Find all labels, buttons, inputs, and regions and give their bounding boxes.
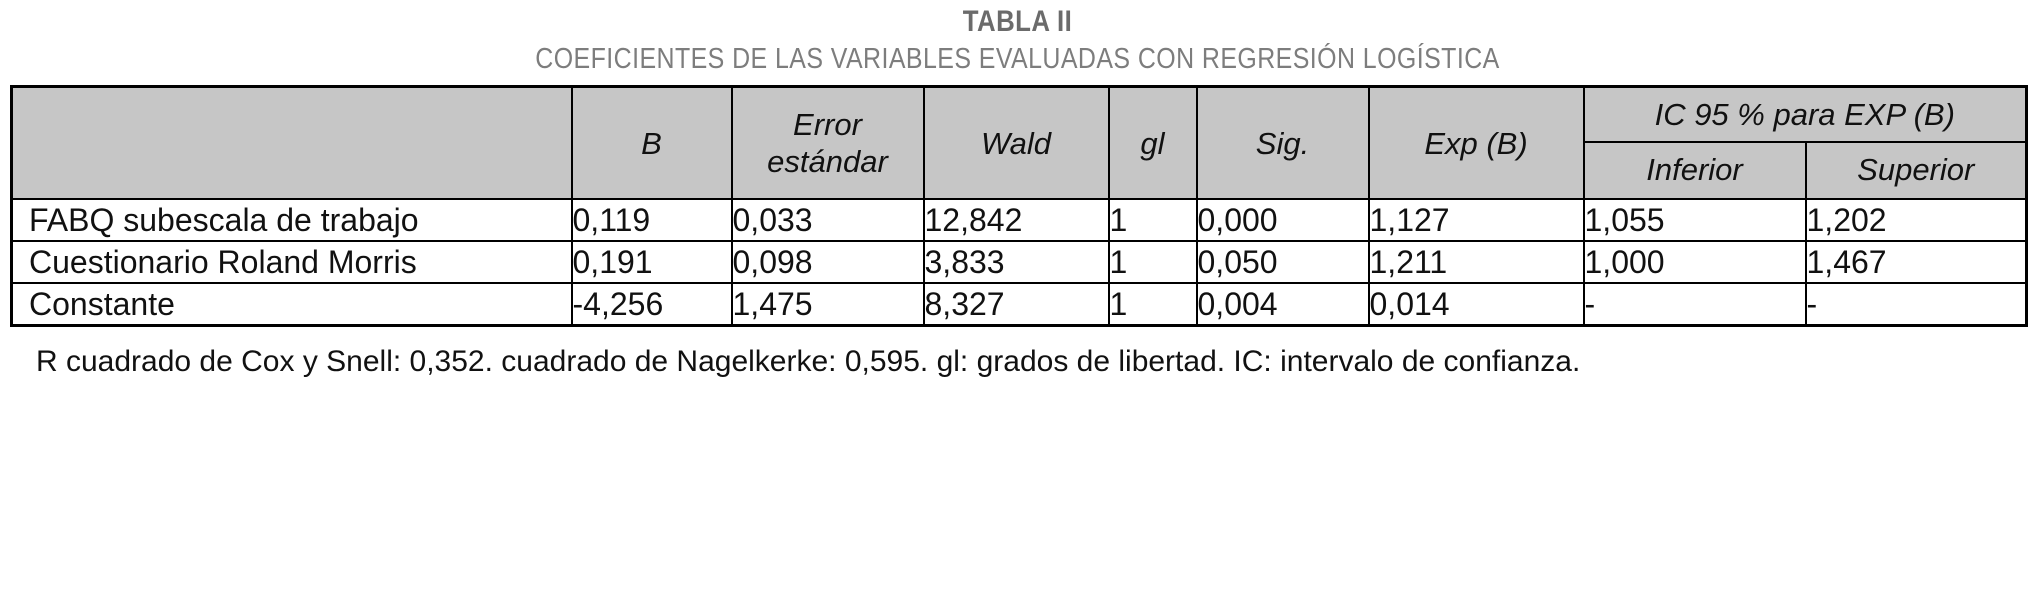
cell-gl: 1 [1107, 282, 1198, 327]
header-row-secondary: Inferior Superior [12, 141, 2028, 200]
page-subtitle: COEFICIENTES DE LAS VARIABLES EVALUADAS … [535, 43, 1500, 75]
header-inferior: Inferior [1582, 141, 1807, 200]
header-sig: Sig. [1195, 85, 1370, 200]
header-ic-group: IC 95 % para EXP (B) [1582, 85, 2028, 143]
cell-error-estandar: 0,098 [730, 240, 925, 284]
table-footnote: R cuadrado de Cox y Snell: 0,352. cuadra… [36, 345, 1581, 378]
header-wald: Wald [922, 85, 1110, 200]
header-row-primary: B Error estándar Wald gl Sig. Exp (B) IC… [10, 85, 2028, 200]
header-error-estandar: Error estándar [730, 85, 925, 200]
cell-variable-label: FABQ subescala de trabajo [10, 198, 573, 242]
header-exp-b: Exp (B) [1367, 85, 1585, 200]
table-row: Cuestionario Roland Morris 0,191 0,098 3… [10, 240, 2028, 284]
cell-exp-b: 0,014 [1367, 282, 1585, 327]
table-header: B Error estándar Wald gl Sig. Exp (B) IC… [10, 85, 2028, 200]
cell-b: 0,191 [570, 240, 733, 284]
header-b: B [570, 85, 733, 200]
table-container: B Error estándar Wald gl Sig. Exp (B) IC… [0, 85, 2035, 327]
cell-sig: 0,004 [1195, 282, 1370, 327]
header-gl: gl [1107, 85, 1198, 200]
cell-variable-label: Cuestionario Roland Morris [10, 240, 573, 284]
cell-sig: 0,000 [1195, 198, 1370, 242]
cell-ic-superior: - [1804, 282, 2028, 327]
table-row: FABQ subescala de trabajo 0,119 0,033 12… [10, 198, 2028, 242]
cell-sig: 0,050 [1195, 240, 1370, 284]
cell-error-estandar: 0,033 [730, 198, 925, 242]
cell-ic-superior: 1,202 [1804, 198, 2028, 242]
cell-wald: 8,327 [922, 282, 1110, 327]
page-title: TABLA II [962, 5, 1073, 38]
header-superior: Superior [1804, 141, 2028, 200]
cell-ic-inferior: - [1582, 282, 1807, 327]
header-corner-blank [10, 85, 573, 200]
cell-gl: 1 [1107, 198, 1198, 242]
cell-wald: 3,833 [922, 240, 1110, 284]
cell-ic-inferior: 1,000 [1582, 240, 1807, 284]
cell-b: -4,256 [570, 282, 733, 327]
cell-ic-inferior: 1,055 [1582, 198, 1807, 242]
table-row: Constante -4,256 1,475 8,327 1 0,004 0,0… [10, 282, 2028, 327]
cell-b: 0,119 [570, 198, 733, 242]
cell-gl: 1 [1107, 240, 1198, 284]
cell-error-estandar: 1,475 [730, 282, 925, 327]
cell-wald: 12,842 [922, 198, 1110, 242]
cell-variable-label: Constante [10, 282, 573, 327]
cell-exp-b: 1,127 [1367, 198, 1585, 242]
coefficients-table: B Error estándar Wald gl Sig. Exp (B) IC… [10, 85, 2029, 327]
title-block: TABLA II COEFICIENTES DE LAS VARIABLES E… [0, 0, 2035, 78]
cell-exp-b: 1,211 [1367, 240, 1585, 284]
cell-ic-superior: 1,467 [1804, 240, 2028, 284]
table-body: FABQ subescala de trabajo 0,119 0,033 12… [10, 198, 2028, 327]
